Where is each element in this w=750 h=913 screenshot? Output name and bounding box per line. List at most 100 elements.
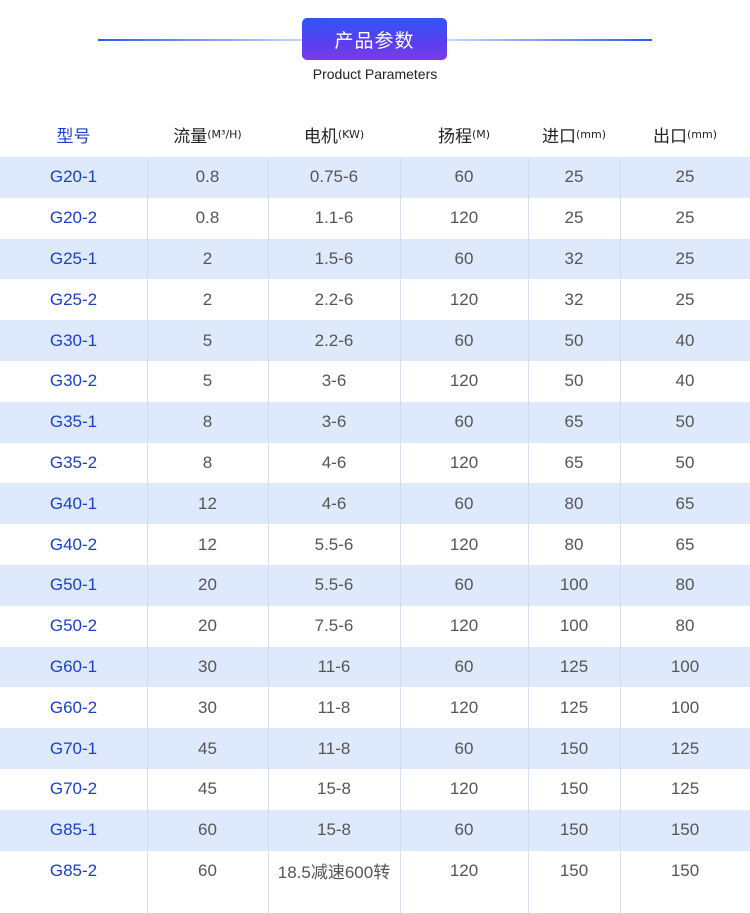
table-cell: 150	[559, 860, 589, 880]
table-cell: 25	[675, 167, 695, 187]
table-cell: 12	[198, 493, 217, 513]
table-row: G40-2 12 5.5-6 120 80 65	[0, 524, 750, 565]
table-cell: 65	[675, 493, 695, 513]
model-cell: G85-1	[49, 820, 98, 840]
table-cell: 25	[675, 289, 695, 309]
table-cell: 4-6	[321, 452, 347, 472]
model-cell: G35-2	[49, 452, 98, 472]
column-header-unit: (KW)	[337, 127, 365, 141]
table-cell: 60	[454, 248, 474, 268]
model-cell: G50-1	[49, 575, 98, 595]
table-cell: 5.5-6	[314, 575, 354, 595]
table-row: G70-1 45 11-8 60 150 125	[0, 728, 750, 769]
table-cell: 50	[564, 330, 584, 350]
table-cell: 5.5-6	[314, 534, 354, 554]
column-divider	[147, 157, 148, 913]
table-cell: 0.8	[195, 167, 220, 187]
table-cell: 25	[564, 208, 584, 228]
table-cell: 80	[564, 493, 584, 513]
table-cell: 65	[675, 534, 695, 554]
table-cell: 40	[675, 371, 695, 391]
table-row: G85-1 60 15-8 60 150 150	[0, 809, 750, 851]
table-cell: 60	[454, 167, 474, 187]
table-cell: 100	[559, 616, 589, 636]
model-cell: G25-1	[49, 248, 98, 268]
table-row: G60-1 30 11-6 60 125 100	[0, 646, 750, 688]
table-cell: 40	[675, 330, 695, 350]
table-row: G35-1 8 3-6 60 65 50	[0, 401, 750, 443]
table-row: G50-2 20 7.5-6 120 100 80	[0, 606, 750, 647]
column-header-label: 扬程	[437, 126, 472, 147]
table-cell: 30	[198, 656, 217, 676]
table-cell: 20	[198, 575, 217, 595]
table-row: G60-2 30 11-8 120 125 100	[0, 687, 750, 728]
table-cell: 30	[198, 697, 217, 717]
column-header-label: 型号	[56, 126, 91, 147]
table-row: G30-1 5 2.2-6 60 50 40	[0, 320, 750, 361]
table-cell: 20	[198, 616, 217, 636]
table-cell: 0.8	[195, 208, 220, 228]
column-header-unit: (M)	[471, 127, 491, 141]
table-cell: 18.5减速600转	[277, 863, 391, 883]
table-cell: 60	[454, 330, 474, 350]
column-header-unit: (mm)	[575, 127, 606, 141]
table-cell: 15-8	[316, 779, 352, 799]
table-row: G25-2 2 2.2-6 120 32 25	[0, 279, 750, 320]
column-header-label: 流量	[173, 126, 208, 147]
column-divider	[268, 157, 269, 913]
table-cell: 120	[449, 697, 479, 717]
model-cell: G20-2	[49, 208, 98, 228]
parameters-table: G20-1 0.8 0.75-6 60 25 25 G20-2 0.8 1.1-6 120 25 25…	[0, 157, 750, 891]
column-divider	[400, 157, 401, 913]
table-cell: 120	[449, 616, 479, 636]
table-cell: 120	[449, 452, 479, 472]
table-cell: 32	[564, 289, 584, 309]
table-cell: 150	[559, 738, 589, 758]
table-cell: 7.5-6	[314, 616, 354, 636]
table-cell: 80	[675, 575, 695, 595]
model-cell: G85-2	[49, 860, 98, 880]
table-row: G25-1 2 1.5-6 60 32 25	[0, 238, 750, 280]
column-header: 扬程 (M)	[400, 118, 528, 150]
table-cell: 12	[198, 534, 217, 554]
table-cell: 60	[454, 738, 474, 758]
table-cell: 100	[670, 656, 700, 676]
table-cell: 125	[670, 738, 700, 758]
table-cell: 80	[564, 534, 584, 554]
table-cell: 125	[559, 656, 589, 676]
column-divider	[620, 157, 621, 913]
table-cell: 120	[449, 289, 479, 309]
table-row: G85-2 60 18.5减速600转 120 150 150	[0, 851, 750, 892]
table-cell: 32	[564, 248, 584, 268]
table-cell: 2	[202, 248, 213, 268]
table-row: G40-1 12 4-6 60 80 65	[0, 483, 750, 525]
table-cell: 25	[564, 167, 584, 187]
table-cell: 8	[202, 412, 213, 432]
model-cell: G70-2	[49, 779, 98, 799]
model-cell: G60-2	[49, 697, 98, 717]
table-cell: 100	[670, 697, 700, 717]
column-header-unit: (M³/H)	[207, 127, 242, 141]
table-cell: 60	[198, 820, 217, 840]
section-title-badge: 产品参数	[302, 18, 447, 60]
table-row: G35-2 8 4-6 120 65 50	[0, 443, 750, 484]
table-cell: 120	[449, 208, 479, 228]
model-cell: G40-1	[49, 493, 98, 513]
table-cell: 5	[202, 330, 213, 350]
table-row: G20-1 0.8 0.75-6 60 25 25	[0, 157, 750, 198]
table-row: G50-1 20 5.5-6 60 100 80	[0, 564, 750, 606]
column-header-label: 电机	[303, 126, 338, 147]
table-cell: 150	[670, 860, 700, 880]
model-cell: G35-1	[49, 412, 98, 432]
section-subtitle: Product Parameters	[312, 66, 438, 82]
model-cell: G30-1	[49, 330, 98, 350]
table-header: 型号 流量 (M³/H) 电机 (KW) 扬程 (M) 进口 (mm) 出口 (mm)	[0, 118, 750, 150]
table-cell: 100	[559, 575, 589, 595]
model-cell: G40-2	[49, 534, 98, 554]
column-header: 流量 (M³/H)	[147, 118, 268, 150]
column-header-label: 出口	[652, 126, 687, 147]
table-cell: 80	[675, 616, 695, 636]
table-cell: 11-6	[317, 656, 351, 676]
column-header-unit: (mm)	[686, 127, 717, 141]
table-cell: 150	[559, 820, 589, 840]
